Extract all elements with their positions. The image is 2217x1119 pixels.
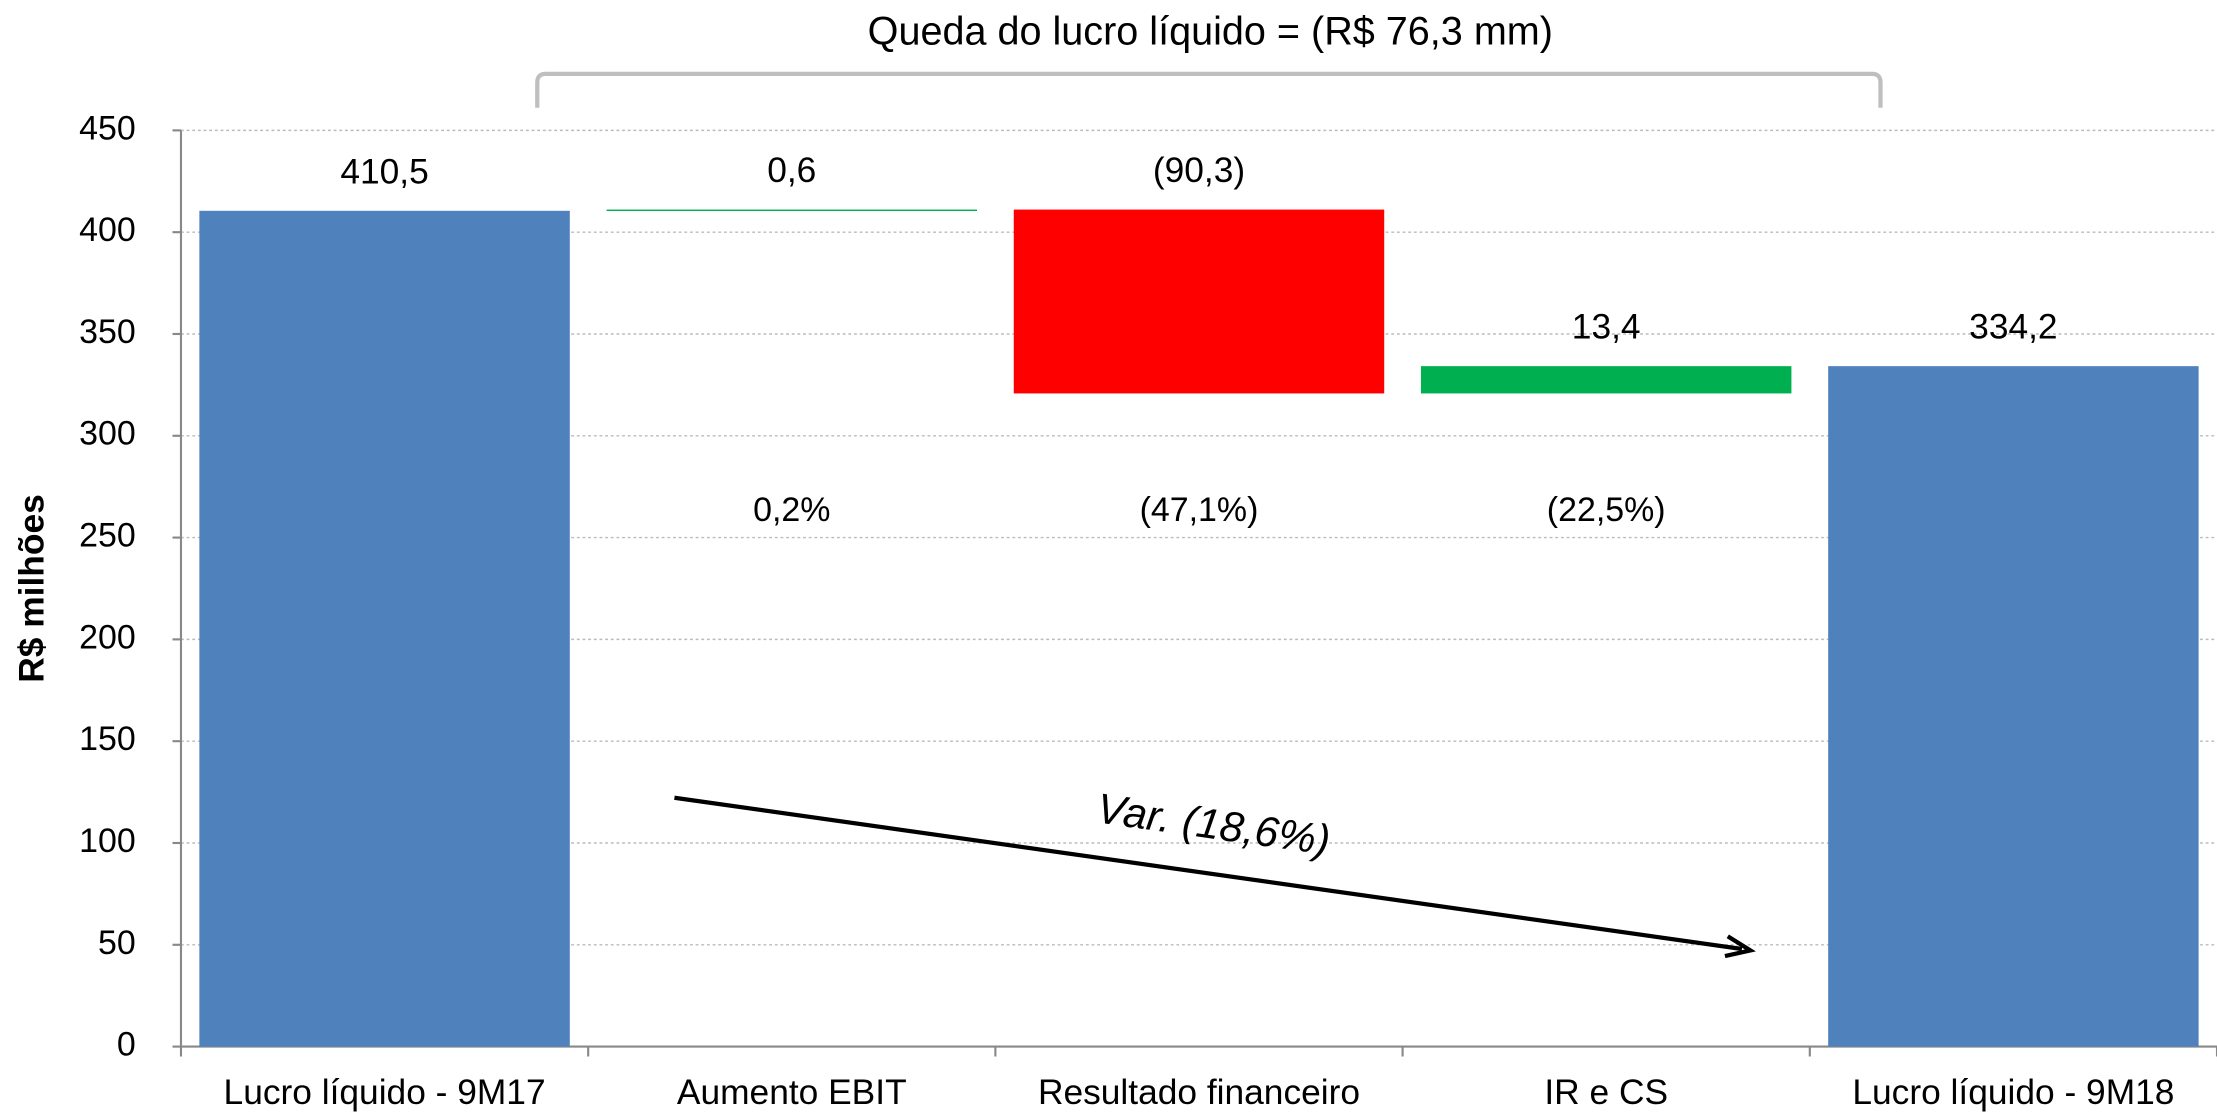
bar: [1013, 209, 1385, 394]
value-label: (90,3): [1153, 151, 1245, 190]
value-label: 0,6: [767, 151, 816, 190]
x-tick-label: Aumento EBIT: [677, 1073, 907, 1112]
arrow-head: [1724, 934, 1756, 959]
y-axis-label: R$ milhões: [12, 494, 51, 682]
bar: [1420, 366, 1792, 394]
chart-title: Queda do lucro líquido = (R$ 76,3 mm): [868, 10, 1553, 54]
y-tick-label: 350: [79, 313, 136, 351]
y-tick-label: 300: [79, 415, 136, 453]
bar: [606, 209, 978, 211]
y-tick-label: 50: [98, 924, 136, 962]
bracket: [535, 71, 1883, 108]
x-tick-label: Resultado financeiro: [1038, 1073, 1360, 1112]
variation-annotation: Var. (18,6%): [1094, 785, 1333, 864]
pct-label: (22,5%): [1547, 491, 1666, 529]
y-tick-label: 0: [117, 1026, 136, 1064]
value-label: 334,2: [1969, 308, 2057, 347]
y-tick-label: 250: [79, 517, 136, 555]
pct-label: 0,2%: [753, 491, 830, 529]
y-tick-label: 200: [79, 618, 136, 656]
y-tick-label: 150: [79, 720, 136, 758]
x-tick-label: IR e CS: [1544, 1073, 1668, 1112]
value-label: 410,5: [340, 152, 428, 191]
bar: [1828, 366, 2199, 1047]
trend-arrow: [674, 795, 1743, 952]
pct-label: (47,1%): [1140, 491, 1259, 529]
x-tick-label: Lucro líquido - 9M17: [224, 1073, 546, 1112]
x-tick-label: Lucro líquido - 9M18: [1852, 1073, 2174, 1112]
y-tick-label: 450: [79, 109, 136, 147]
bar: [199, 210, 570, 1047]
value-label: 13,4: [1572, 308, 1641, 347]
y-tick-label: 400: [79, 211, 136, 249]
y-tick-label: 100: [79, 822, 136, 860]
